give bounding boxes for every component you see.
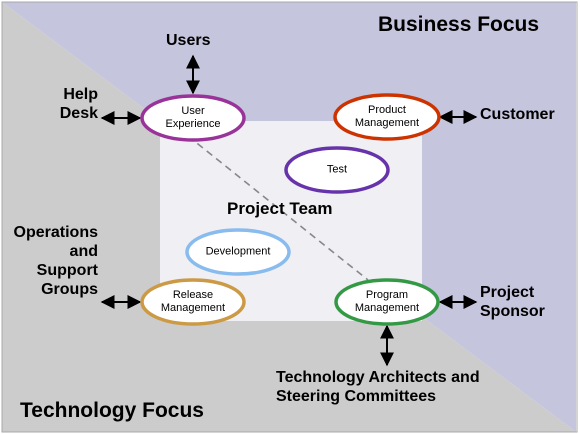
- operations-line-4: Groups: [14, 281, 98, 300]
- release-management-label: Release Management: [161, 289, 225, 315]
- release-management-line-2: Management: [161, 302, 225, 315]
- users-label: Users: [166, 32, 210, 51]
- user-experience-line-1: User: [165, 105, 220, 118]
- tech-architects-line-1: Technology Architects and: [276, 369, 480, 388]
- product-management-line-1: Product: [355, 104, 419, 117]
- user-experience-label: User Experience: [165, 105, 220, 131]
- program-management-label: Program Management: [355, 289, 419, 315]
- operations-line-1: Operations: [14, 224, 98, 243]
- technology-focus-label: Technology Focus: [20, 399, 204, 424]
- customer-label: Customer: [480, 106, 555, 125]
- operations-label: Operations and Support Groups: [14, 224, 98, 300]
- help-desk-line-2: Desk: [60, 105, 98, 124]
- operations-line-3: Support: [14, 262, 98, 281]
- product-management-label: Product Management: [355, 104, 419, 130]
- project-sponsor-line-1: Project: [480, 284, 545, 303]
- test-label: Test: [327, 163, 347, 176]
- product-management-line-2: Management: [355, 117, 419, 130]
- program-management-line-2: Management: [355, 302, 419, 315]
- project-team-label: Project Team: [227, 199, 333, 219]
- tech-architects-line-2: Steering Committees: [276, 388, 480, 407]
- development-label: Development: [206, 245, 271, 258]
- test-line-1: Test: [327, 163, 347, 176]
- project-sponsor-label: Project Sponsor: [480, 284, 545, 322]
- project-sponsor-line-2: Sponsor: [480, 303, 545, 322]
- operations-line-2: and: [14, 243, 98, 262]
- release-management-line-1: Release: [161, 289, 225, 302]
- program-management-line-1: Program: [355, 289, 419, 302]
- help-desk-label: Help Desk: [60, 86, 98, 124]
- user-experience-line-2: Experience: [165, 118, 220, 131]
- development-line-1: Development: [206, 245, 271, 258]
- tech-architects-label: Technology Architects and Steering Commi…: [276, 369, 480, 407]
- business-focus-label: Business Focus: [378, 13, 539, 38]
- help-desk-line-1: Help: [60, 86, 98, 105]
